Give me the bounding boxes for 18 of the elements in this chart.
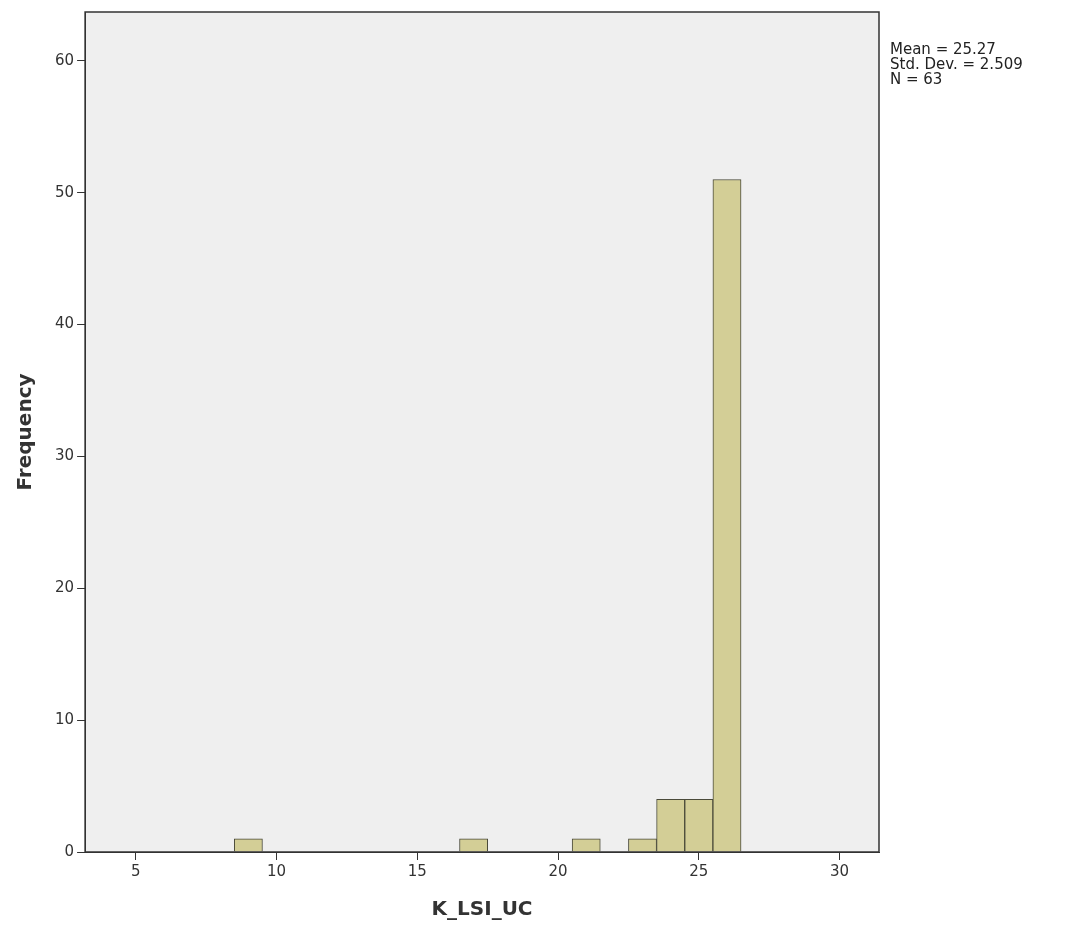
y-tick-label: 60 — [54, 50, 75, 69]
y-tick-label: 0 — [64, 841, 75, 860]
y-tick-label: 40 — [54, 314, 75, 333]
y-tick-label: 30 — [54, 446, 75, 465]
text: N = 63 — [890, 70, 944, 88]
x-tick-label: 5 — [130, 861, 141, 880]
x-tick-label: 20 — [548, 861, 568, 880]
text: Mean = 25.27 — [890, 40, 996, 58]
y-axis-title: Frequency — [12, 373, 37, 491]
y-tick-label: 50 — [54, 182, 75, 201]
x-axis-title: K_LSI_UC — [431, 896, 533, 921]
y-tick-label: 20 — [54, 578, 75, 597]
y-tick-label: 10 — [54, 710, 75, 729]
x-tick-label: 30 — [830, 861, 850, 880]
text: Std. Dev. = 2.509 — [890, 55, 1023, 73]
x-tick-label: 25 — [689, 861, 709, 880]
x-tick-label: 10 — [266, 861, 287, 880]
x-tick-label: 15 — [407, 861, 427, 880]
